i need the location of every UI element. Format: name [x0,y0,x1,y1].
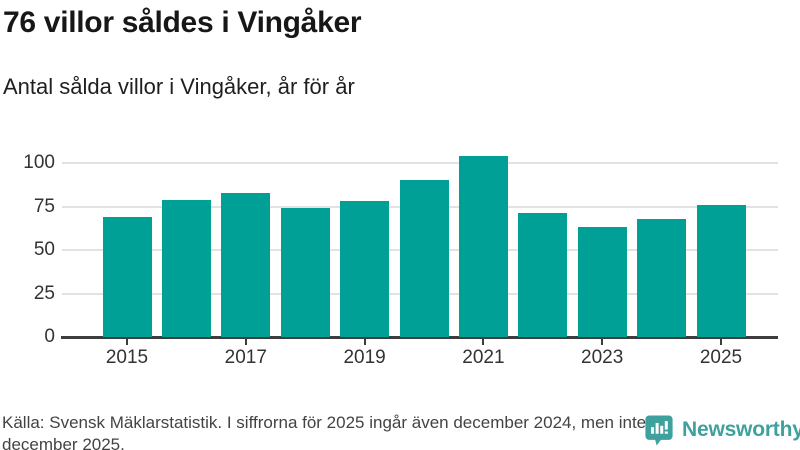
chart-subtitle: Antal sålda villor i Vingåker, år för år [3,74,355,99]
bar-2018 [280,208,330,337]
x-axis-tick-label: 2025 [699,347,743,368]
bar-2015 [102,216,152,337]
x-axis-tick [601,338,604,345]
bar-2025 [696,204,746,337]
bar-2024 [637,218,687,337]
x-axis-line [61,336,778,339]
x-axis-tick [244,338,247,345]
bar-2020 [399,180,449,337]
x-axis-tick [482,338,485,345]
bar-2016 [161,199,211,337]
bar-2022 [518,213,568,337]
x-axis-tick-label: 2015 [105,347,149,368]
y-axis-tick-label: 100 [23,152,55,173]
bar-2021 [458,156,508,337]
page-title: 76 villor såldes i Vingåker [3,6,362,39]
bar-2019 [340,201,390,337]
gridline [62,162,778,164]
x-axis-tick [720,338,722,345]
x-axis-tick [126,338,128,345]
bar-2017 [221,192,271,337]
newsworthy-logo-text: Newsworthy [682,418,800,441]
y-axis-tick-label: 0 [44,326,55,347]
newsworthy-chart-bubble-icon [644,414,674,446]
x-axis-tick-label: 2023 [581,347,624,368]
bar-2023 [577,227,627,337]
newsworthy-logo: Newsworthy [644,414,800,446]
y-axis-tick-label: 75 [33,195,55,217]
x-axis-tick-label: 2017 [224,347,267,368]
x-axis-tick-label: 2019 [343,347,386,368]
y-axis-tick-label: 25 [33,282,55,304]
x-axis-tick-label: 2021 [462,347,505,368]
x-axis-tick [363,338,366,345]
y-axis-tick-label: 50 [33,239,55,260]
source-note: Källa: Svensk Mäklarstatistik. I siffror… [2,413,647,450]
